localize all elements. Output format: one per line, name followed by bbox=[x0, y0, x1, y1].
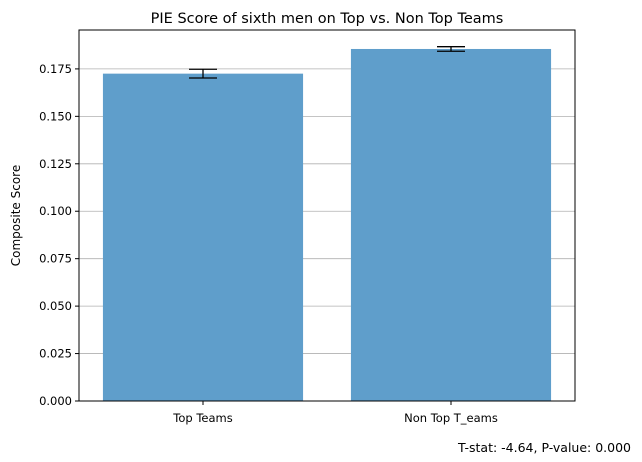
x-tick-label: Top Teams bbox=[172, 411, 232, 425]
bars bbox=[102, 48, 552, 401]
y-tick-label: 0.000 bbox=[39, 394, 72, 408]
chart-title: PIE Score of sixth men on Top vs. Non To… bbox=[151, 11, 504, 27]
y-tick-label: 0.150 bbox=[39, 109, 72, 123]
y-tick-label: 0.175 bbox=[39, 62, 72, 76]
bar bbox=[350, 48, 552, 401]
bar bbox=[102, 73, 304, 401]
y-tick-label: 0.025 bbox=[39, 347, 72, 361]
x-tick-label: Non Top T_eams bbox=[404, 411, 498, 425]
error-bars bbox=[189, 46, 465, 79]
stats-annotation: T-stat: -4.64, P-value: 0.000 bbox=[457, 440, 631, 455]
y-tick-label: 0.075 bbox=[39, 252, 72, 266]
y-axis-label: Composite Score bbox=[9, 165, 23, 266]
y-tick-label: 0.100 bbox=[39, 204, 72, 218]
x-axis-ticks: Top Teams Non Top T_eams bbox=[172, 401, 498, 425]
y-axis-ticks: 0.000 0.025 0.050 0.075 0.100 0.125 0.150 0.175 bbox=[39, 62, 79, 408]
y-tick-label: 0.125 bbox=[39, 157, 72, 171]
y-tick-label: 0.050 bbox=[39, 299, 72, 313]
plot-area-frame bbox=[78, 29, 576, 402]
